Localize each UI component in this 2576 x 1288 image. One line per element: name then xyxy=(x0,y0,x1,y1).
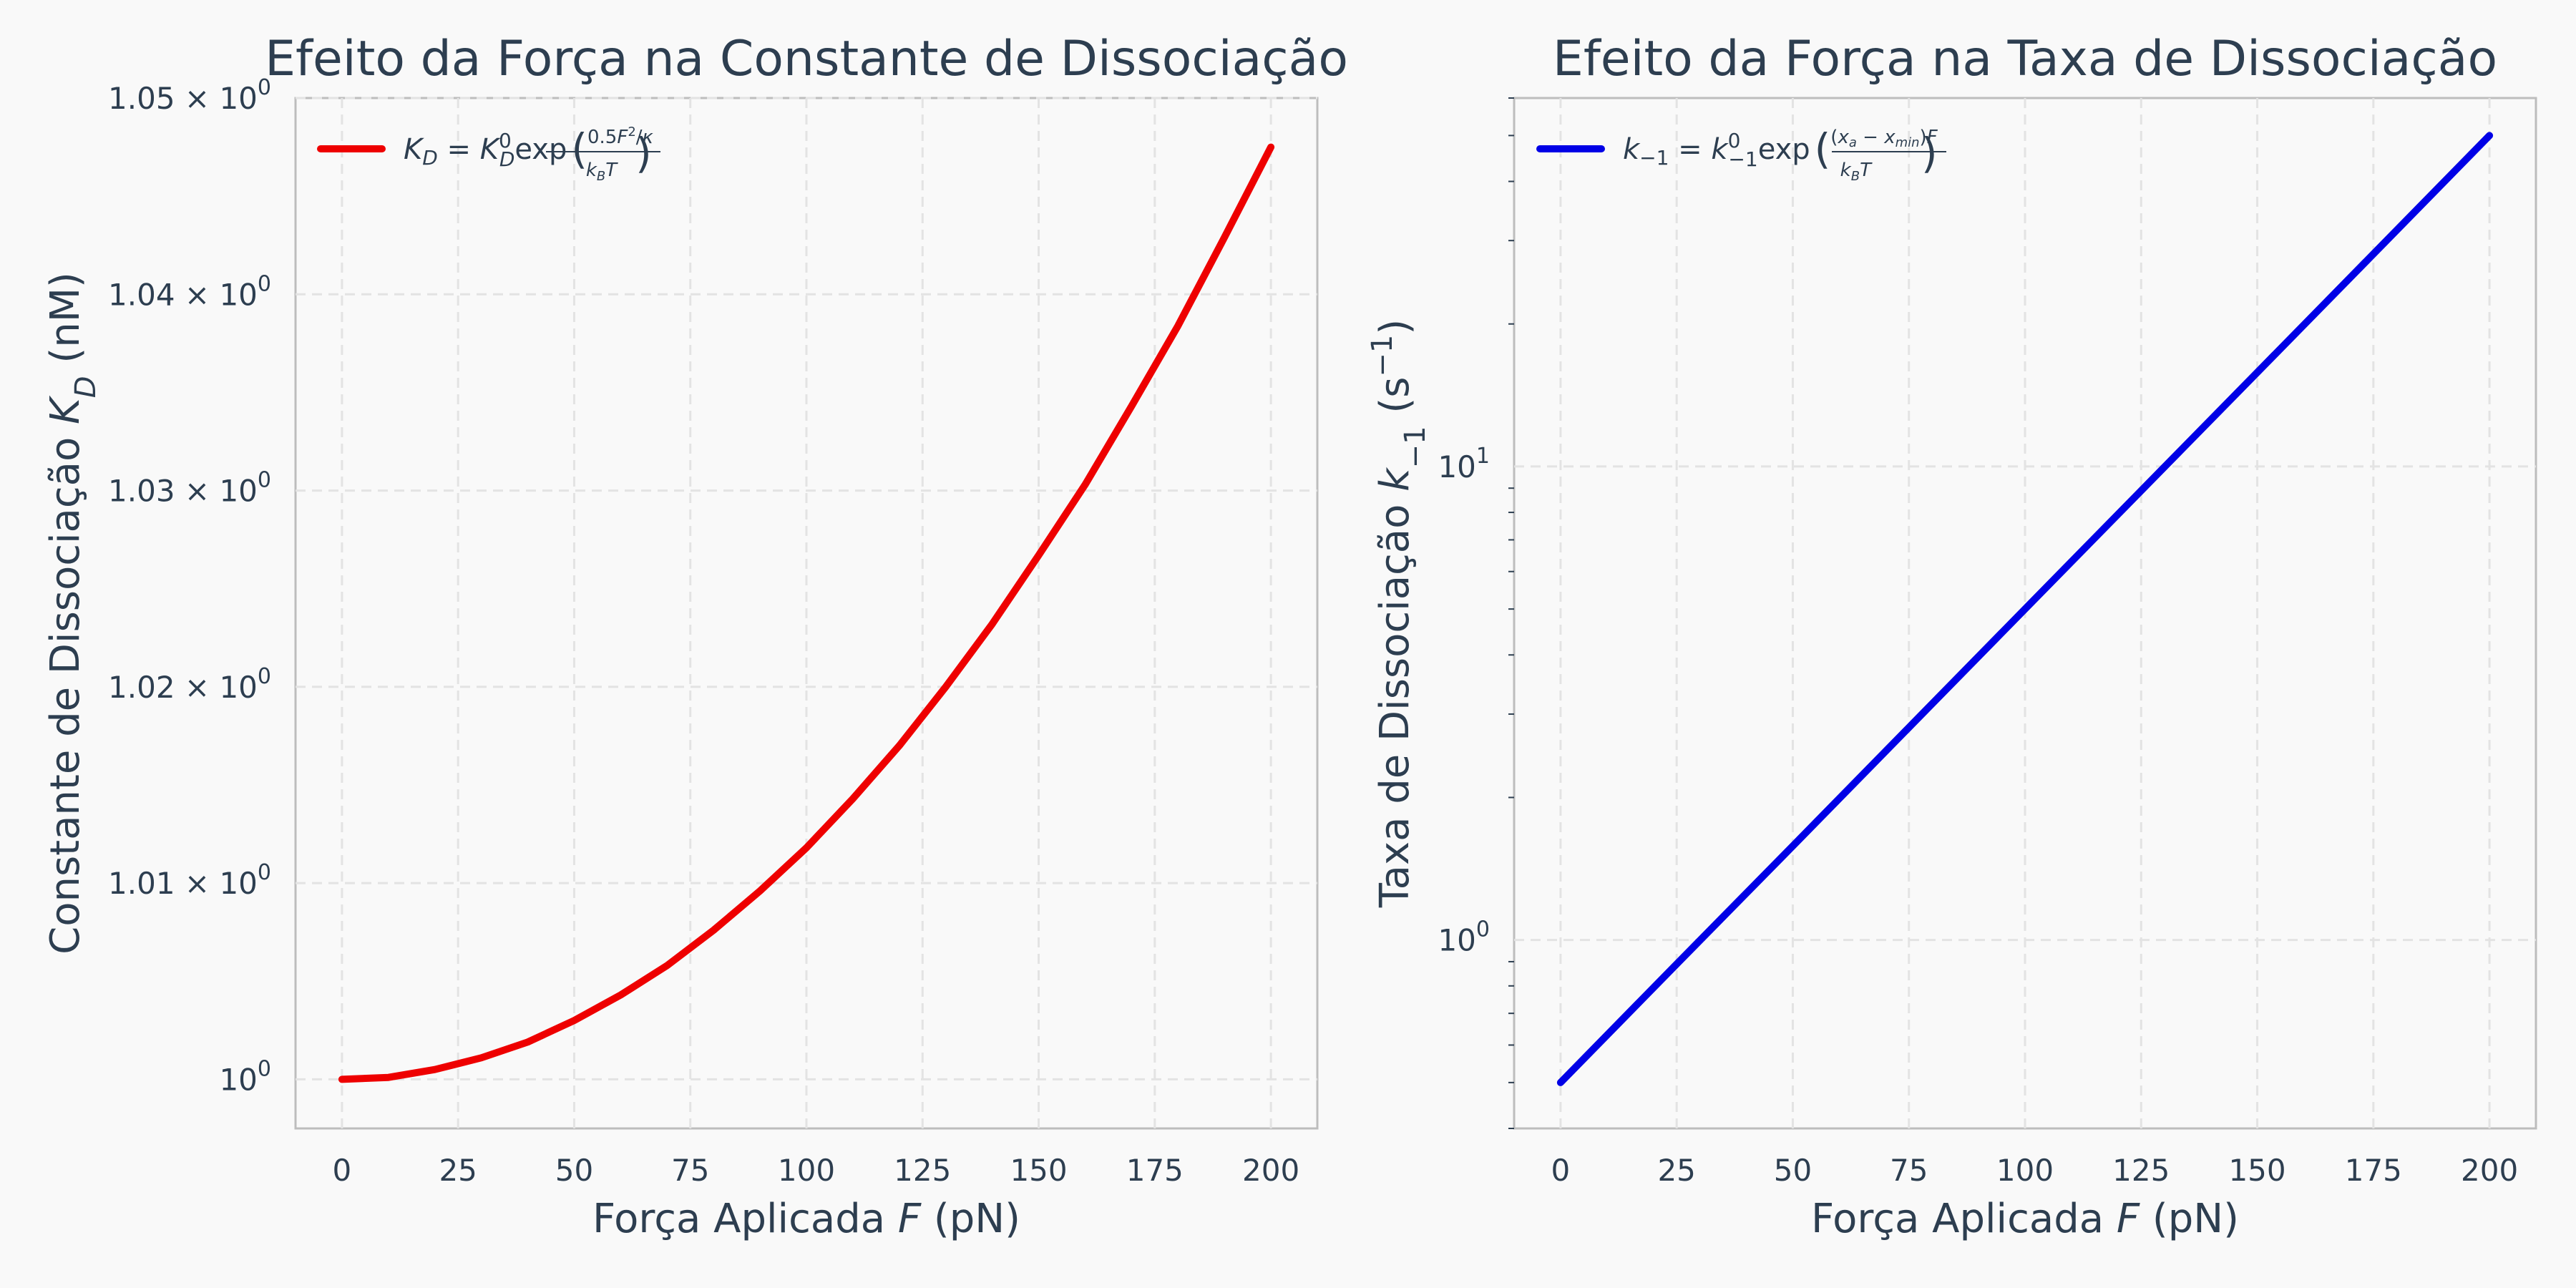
x-axis-label: Força Aplicada F (pN) xyxy=(592,1196,1020,1242)
y-tick-label: 1.03 × 100 xyxy=(108,468,271,509)
x-tick-labels: 0 25 50 75 100 125 150 175 200 xyxy=(1551,1153,2519,1188)
y-tick-labels: 100 1.01 × 100 1.02 × 100 1.03 × 100 1.04 × … xyxy=(108,75,271,1097)
x-tick-label: 200 xyxy=(1242,1153,1299,1188)
x-tick-label: 125 xyxy=(894,1153,951,1188)
x-tick-label: 50 xyxy=(555,1153,593,1188)
x-gridlines xyxy=(1559,98,2491,1128)
x-tick-label: 75 xyxy=(671,1153,709,1188)
x-tick-label: 100 xyxy=(1996,1153,2054,1188)
series-line-k-minus-1 xyxy=(1556,132,2494,1086)
y-axis-label: Constante de Dissociação KD (nM) xyxy=(42,272,102,955)
x-tick-label: 150 xyxy=(1010,1153,1067,1188)
chart-dissociation-rate: 0 25 50 75 100 125 150 175 200 100 101 Efeito da … xyxy=(1366,31,2537,1242)
x-tick-label: 175 xyxy=(1126,1153,1184,1188)
x-tick-label: 125 xyxy=(2112,1153,2170,1188)
x-tick-label: 25 xyxy=(1657,1153,1695,1188)
y-tick-label: 100 xyxy=(219,1056,271,1097)
chart-dissociation-constant: 0 25 50 75 100 125 150 175 200 100 1.01 × 100 1.02… xyxy=(42,31,1348,1242)
y-tick-label: 100 xyxy=(1438,917,1490,958)
x-tick-label: 0 xyxy=(1551,1153,1571,1188)
x-tick-label: 100 xyxy=(778,1153,835,1188)
x-gridlines xyxy=(341,98,1272,1128)
legend-entry-k-minus-1: k−1 = k0 −1exp ((xa − xmin)F kBT) xyxy=(1623,125,1938,184)
x-tick-label: 25 xyxy=(439,1153,477,1188)
y-axis-label: Taxa de Dissociação k−1 (s−1) xyxy=(1366,319,1432,909)
x-tick-label: 0 xyxy=(333,1153,352,1188)
y-tick-label: 1.02 × 100 xyxy=(108,664,271,705)
y-tick-label: 1.04 × 100 xyxy=(108,271,271,312)
x-tick-labels: 0 25 50 75 100 125 150 175 200 xyxy=(333,1153,1300,1188)
x-tick-label: 175 xyxy=(2345,1153,2402,1188)
x-axis-label: Força Aplicada F (pN) xyxy=(1811,1196,2239,1242)
legend: KD = K0 Dexp (0.5F2/κ kBT) xyxy=(317,125,660,184)
series-line-kd xyxy=(338,143,1275,1083)
legend: k−1 = k0 −1exp ((xa − xmin)F kBT) xyxy=(1536,125,1946,184)
x-tick-label: 75 xyxy=(1890,1153,1928,1188)
chart-title: Efeito da Força na Taxa de Dissociação xyxy=(1553,31,2497,87)
y-tick-label: 101 xyxy=(1438,444,1490,484)
y-tick-label: 1.05 × 100 xyxy=(108,75,271,116)
y-gridlines xyxy=(296,97,1317,1080)
x-tick-label: 150 xyxy=(2228,1153,2285,1188)
y-tick-labels: 100 101 xyxy=(1438,97,1514,1129)
x-tick-label: 50 xyxy=(1774,1153,1812,1188)
x-tick-label: 200 xyxy=(2461,1153,2518,1188)
chart-title: Efeito da Força na Constante de Dissocia… xyxy=(265,31,1348,87)
y-gridlines xyxy=(1514,465,2536,942)
y-tick-label: 1.01 × 100 xyxy=(108,860,271,901)
legend-entry-kd: KD = K0 Dexp (0.5F2/κ kBT) xyxy=(404,125,654,184)
